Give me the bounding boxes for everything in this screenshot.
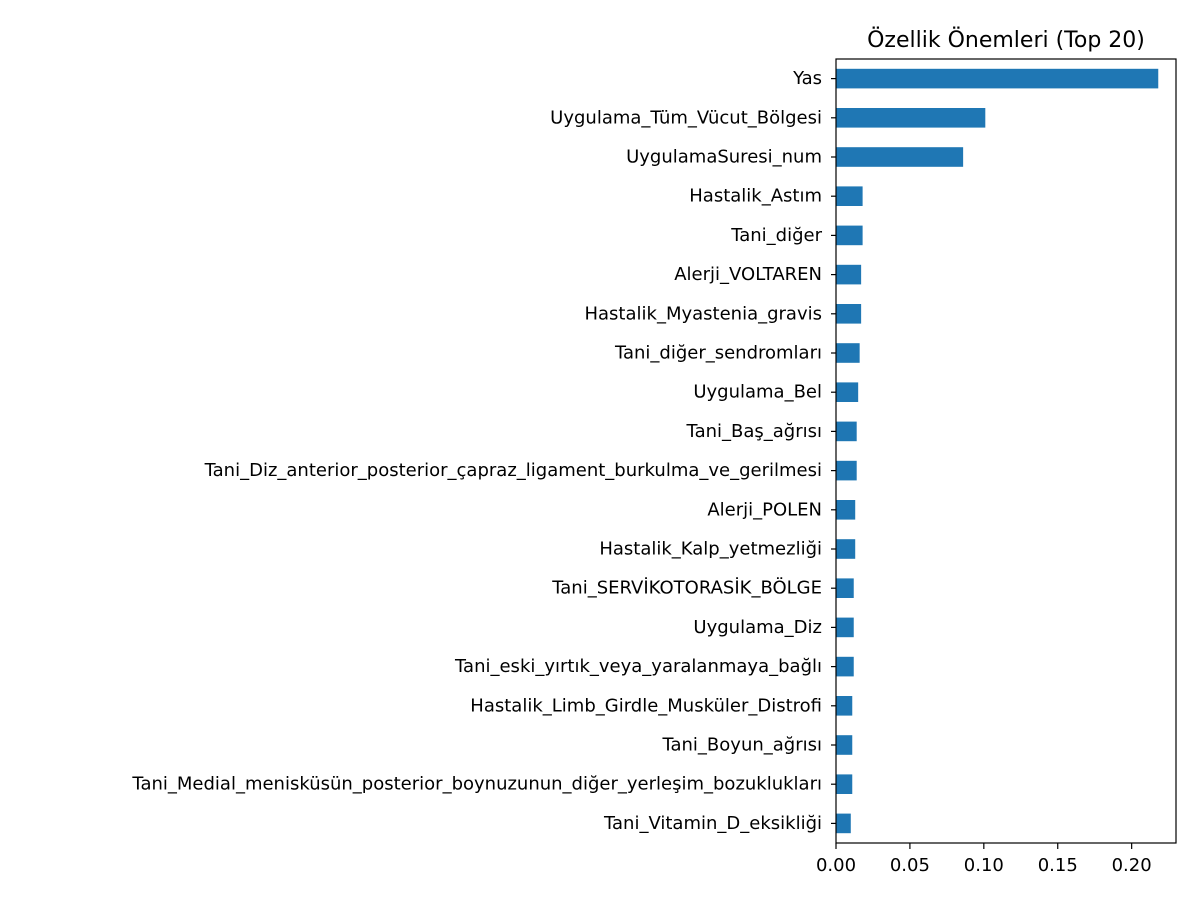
bar [836, 225, 863, 246]
bar [836, 108, 986, 128]
category-label: Uygulama_Bel [693, 382, 822, 403]
category-label: Tani_Diz_anterior_posterior_çapraz_ligam… [204, 460, 822, 481]
category-label: Hastalik_Myastenia_gravis [584, 303, 822, 324]
bar [836, 696, 853, 716]
bar [836, 460, 857, 481]
bar [836, 68, 1159, 89]
bar [836, 617, 854, 638]
bar [836, 500, 856, 520]
category-labels: Yas Uygulama_Tüm_Vücut_Bölgesi UygulamaSur… [131, 68, 836, 834]
category-label: Hastalik_Astım [689, 186, 822, 207]
bar [836, 186, 863, 206]
bar [836, 421, 857, 442]
category-label: Hastalik_Limb_Girdle_Musküler_Distrofi [470, 695, 822, 716]
bar [836, 539, 856, 559]
category-label: Tani_Medial_menisküsün_posterior_boynuzu… [131, 774, 822, 795]
category-label: Tani_diğer_sendromları [614, 343, 822, 364]
x-tick-label: 0.05 [890, 855, 930, 876]
x-tick-label: 0.20 [1112, 855, 1152, 876]
x-tick-label: 0.15 [1038, 855, 1078, 876]
bar [836, 343, 860, 363]
category-label: Hastalik_Kalp_yetmezliği [599, 539, 822, 560]
bar [836, 774, 853, 794]
category-label: Tani_SERVİKOTORASİK_BÖLGE [551, 577, 822, 599]
bar [836, 382, 859, 402]
x-tick-label: 0.00 [816, 855, 856, 876]
x-axis-ticks: 0.00 0.05 0.10 0.15 0.20 [816, 843, 1152, 876]
category-label: Uygulama_Diz [693, 617, 822, 638]
bar [836, 735, 853, 755]
category-label: Alerji_POLEN [707, 499, 822, 520]
category-label: Tani_Boyun_ağrısı [661, 735, 822, 756]
bar [836, 813, 851, 834]
bars-group [836, 68, 1159, 834]
plot-frame [835, 58, 1177, 844]
category-label: Alerji_VOLTAREN [674, 264, 822, 285]
x-tick-label: 0.10 [964, 855, 1004, 876]
bar [836, 264, 862, 285]
bar [836, 304, 862, 324]
category-label: Tani_Vitamin_D_eksikliği [603, 813, 822, 834]
bar [836, 147, 964, 167]
category-label: Yas [792, 68, 822, 89]
bar [836, 578, 854, 598]
chart-title: Özellik Önemleri (Top 20) [867, 27, 1145, 53]
category-label: Tani_Baş_ağrısı [686, 421, 822, 442]
category-label: Uygulama_Tüm_Vücut_Bölgesi [550, 107, 822, 128]
category-label: Tani_diğer [730, 225, 822, 246]
category-label: Tani_eski_yırtık_veya_yaralanmaya_bağlı [454, 656, 822, 677]
category-label: UygulamaSuresi_num [626, 147, 822, 168]
bar [836, 656, 854, 677]
